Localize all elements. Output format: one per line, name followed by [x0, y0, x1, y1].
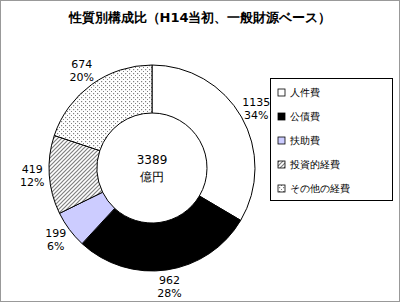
legend-label: 公債費	[290, 111, 320, 122]
legend-label: 投資的経費	[289, 159, 340, 170]
frame	[1, 1, 400, 302]
data-label: 962	[159, 274, 180, 287]
percent-label: 20%	[70, 71, 94, 84]
data-label: 1135	[242, 96, 270, 109]
legend-label: 人件費	[290, 87, 320, 98]
legend-label: その他の経費	[290, 183, 350, 194]
percent-label: 12%	[20, 176, 44, 189]
legend-swatch	[278, 185, 285, 192]
data-label: 199	[45, 227, 66, 240]
plot	[49, 65, 255, 271]
labels: 113534% 96228% 1996% 41912% 67420% 3389 億円	[20, 58, 270, 300]
percent-label: 6%	[47, 240, 64, 253]
legend-swatch	[278, 137, 285, 144]
data-label: 419	[22, 163, 43, 176]
percent-label: 28%	[157, 287, 181, 300]
legend-box	[271, 79, 393, 201]
chart: 性質別構成比（H14当初、一般財源ベース） 113534% 96228% 1996% 4…	[0, 0, 400, 302]
legend-swatch	[278, 89, 285, 96]
title: 性質別構成比（H14当初、一般財源ベース）	[68, 10, 332, 25]
data-label: 674	[71, 58, 92, 71]
slice	[152, 65, 255, 220]
center-value: 3389	[137, 153, 168, 167]
legend-swatch	[278, 161, 285, 168]
center-unit: 億円	[140, 170, 164, 184]
legend: 人件費公債費扶助費投資的経費その他の経費	[271, 79, 393, 201]
legend-label: 扶助費	[289, 135, 320, 146]
slice	[54, 65, 152, 151]
percent-label: 34%	[244, 109, 268, 122]
donut	[49, 65, 255, 271]
legend-swatch	[278, 113, 285, 120]
